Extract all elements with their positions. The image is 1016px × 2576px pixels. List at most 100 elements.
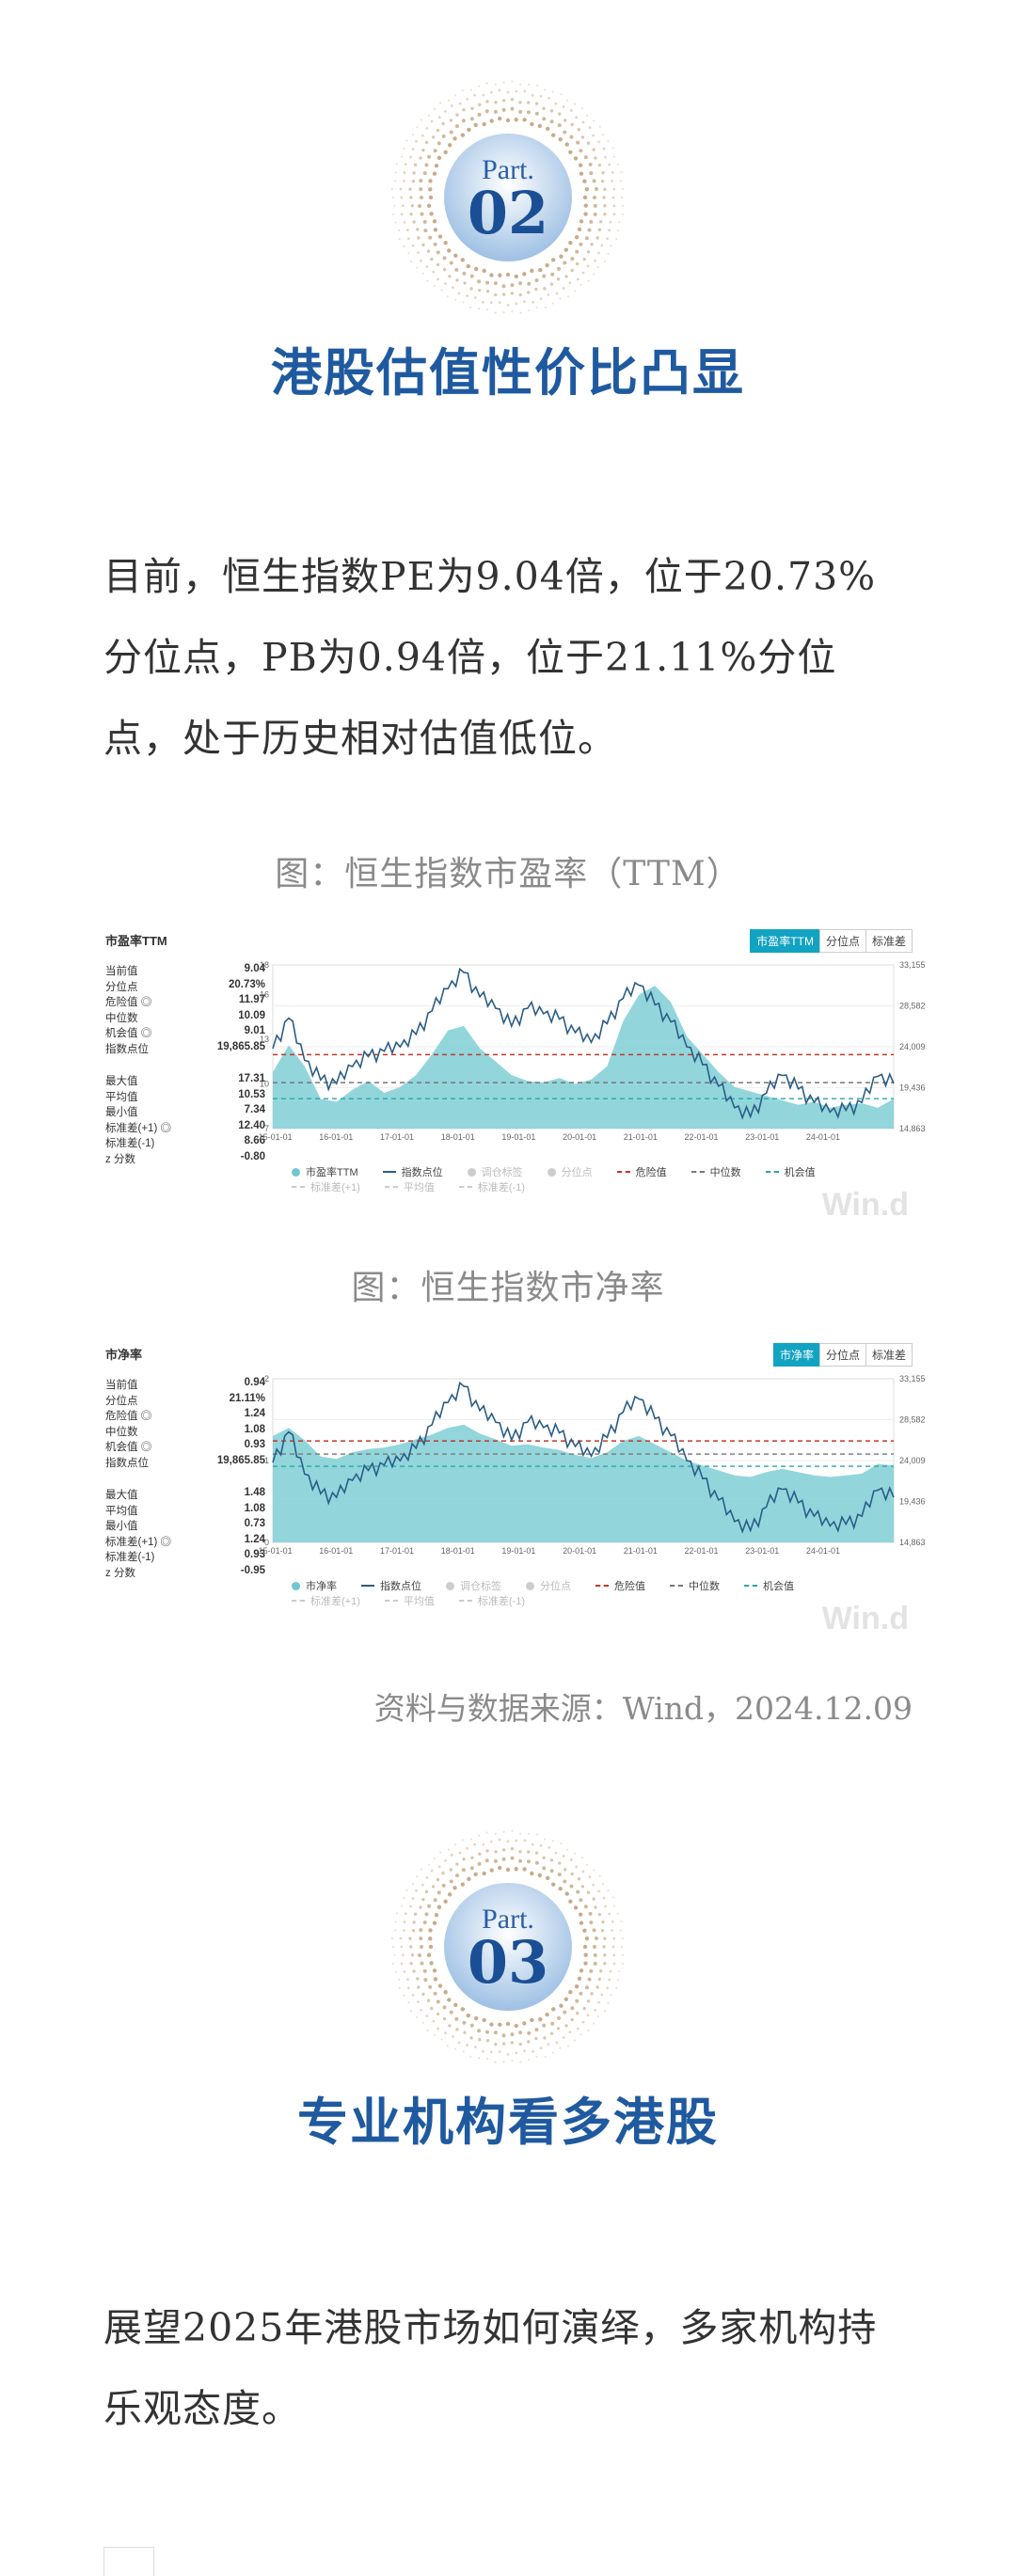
stat-row: 指数点位 19,865.85: [105, 1455, 265, 1471]
stat-label: 标准差(+1) ◎: [105, 1536, 171, 1548]
y-left-tick: 0: [264, 1538, 269, 1547]
x-tick: 18-01-01: [441, 1132, 475, 1142]
stat-value: 1.48: [244, 1487, 265, 1498]
part-number: 03: [467, 1928, 549, 1997]
legend-swatch-icon: [292, 1581, 300, 1590]
stat-value: 1.08: [244, 1502, 265, 1514]
legend-swatch-icon: [616, 1171, 630, 1173]
chart-legend: 市盈率TTM 指数点位 调仓标签 分位点 危险值 中位数 机会值标准差(+1) 平均值 标准差(…: [292, 1164, 913, 1194]
legend-item[interactable]: 机会值: [765, 1164, 816, 1179]
stat-label: 当前值: [105, 1380, 138, 1391]
x-tick: 16-01-01: [319, 1132, 353, 1142]
stat-row: 危险值 ◎ 11.97: [105, 994, 265, 1010]
chart-tab[interactable]: 分位点: [818, 929, 866, 953]
legend-swatch-icon: [670, 1585, 683, 1587]
stat-value: 7.34: [244, 1104, 265, 1115]
chart-title: 市盈率TTM: [105, 934, 167, 948]
legend-item[interactable]: 平均值: [384, 1179, 435, 1194]
stat-row: 当前值 0.94: [105, 1377, 265, 1393]
legend-label: 指数点位: [380, 1581, 421, 1592]
legend-item[interactable]: 标准差(-1): [458, 1179, 525, 1194]
legend-item[interactable]: 中位数: [691, 1164, 741, 1179]
stat-row: 指数点位 19,865.85: [105, 1041, 265, 1057]
x-tick: 19-01-01: [501, 1546, 535, 1556]
legend-item[interactable]: 市盈率TTM: [292, 1164, 358, 1179]
x-tick: 22-01-01: [685, 1546, 719, 1556]
legend-swatch-icon: [446, 1581, 454, 1590]
part-number: 02: [467, 179, 549, 247]
part-label: Part.: [482, 1904, 534, 1935]
legend-swatch-icon: [384, 1186, 398, 1188]
section-title: 港股估值性价比凸显: [271, 343, 745, 403]
chart-title: 市净率: [105, 1348, 143, 1362]
stat-row: 最大值 17.31: [105, 1073, 265, 1089]
dotted-ring-icon: [390, 1829, 625, 2063]
legend-item[interactable]: 标准差(-1): [458, 1593, 525, 1608]
stat-label: 危险值 ◎: [105, 1411, 152, 1422]
legend-item[interactable]: 调仓标签: [446, 1578, 501, 1593]
legend-swatch-icon: [458, 1600, 472, 1602]
legend-item[interactable]: 指数点位: [382, 1164, 443, 1179]
chart-legend: 市净率 指数点位 调仓标签 分位点 危险值 中位数 机会值标准差(+1) 平均值 标准差(-1): [292, 1578, 913, 1608]
legend-item[interactable]: 分位点: [526, 1578, 571, 1593]
stat-label: 指数点位: [105, 1457, 149, 1469]
chart-tab[interactable]: 市盈率TTM: [750, 929, 820, 953]
x-tick: 24-01-01: [806, 1132, 840, 1142]
plot-area: 7 10 13 16 18 14,863 19,436 24,009 28,582 33,155 1…: [259, 960, 926, 1142]
x-tick: 18-01-01: [441, 1546, 475, 1556]
legend-label: 平均值: [403, 1596, 435, 1607]
chart-tab[interactable]: 分位点: [818, 1343, 866, 1367]
chart-caption: 图：恒生指数市净率: [351, 1269, 665, 1307]
stat-value: 11.97: [238, 994, 265, 1005]
legend-label: 标准差(-1): [477, 1596, 525, 1607]
stat-label: 分位点: [105, 981, 138, 993]
x-tick: 17-01-01: [380, 1546, 414, 1556]
x-tick: 21-01-01: [624, 1546, 658, 1556]
x-tick: 19-01-01: [501, 1132, 535, 1142]
chart-tab[interactable]: 市净率: [772, 1343, 820, 1367]
legend-item[interactable]: 指数点位: [361, 1578, 421, 1593]
stat-label: 标准差(+1) ◎: [105, 1122, 171, 1134]
stat-row: 平均值 10.53: [105, 1089, 265, 1105]
chart-tab[interactable]: 标准差: [865, 1343, 913, 1367]
legend-item[interactable]: 标准差(+1): [292, 1179, 360, 1194]
legend-item[interactable]: 机会值: [744, 1578, 794, 1593]
chart-tabs: 市净率 分位点 标准差: [772, 1343, 913, 1367]
chart-tabs: 市盈率TTM 分位点 标准差: [750, 929, 913, 953]
legend-item[interactable]: 市净率: [292, 1578, 337, 1593]
part-badge-02: Part. 02: [386, 75, 630, 320]
legend-item[interactable]: 调仓标签: [467, 1164, 523, 1179]
legend-label: 调仓标签: [460, 1581, 501, 1592]
legend-item[interactable]: 危险值: [595, 1578, 645, 1593]
legend-label: 市盈率TTM: [306, 1167, 358, 1178]
legend-swatch-icon: [292, 1600, 305, 1602]
stat-value: 21.11%: [229, 1392, 265, 1404]
stat-value: 1.24: [244, 1408, 265, 1419]
stat-row: 标准差(+1) ◎ 1.24: [105, 1534, 265, 1550]
y-right-tick: 19,436: [899, 1497, 926, 1507]
legend-item[interactable]: 平均值: [384, 1593, 435, 1608]
legend-label: 标准差(-1): [477, 1182, 525, 1193]
y-left-tick: 16: [260, 990, 269, 1000]
x-tick: 15-01-01: [259, 1546, 293, 1556]
legend-label: 市净率: [306, 1581, 337, 1592]
legend-label: 机会值: [763, 1581, 794, 1592]
stats-panel: 当前值 9.04 分位点 20.73% 危险值 ◎ 11.97 中位数 10.09 机会值 ◎ 9…: [105, 963, 265, 1166]
stat-value: 0.94: [244, 1377, 265, 1388]
stat-row: 标准差(-1) 8.66: [105, 1135, 265, 1151]
stat-label: 中位数: [105, 1426, 138, 1438]
stat-label: 标准差(-1): [105, 1138, 155, 1149]
x-tick: 20-01-01: [563, 1132, 596, 1142]
stat-value: 8.66: [244, 1135, 265, 1146]
stat-row: 最小值 0.73: [105, 1518, 265, 1534]
legend-item[interactable]: 危险值: [616, 1164, 667, 1179]
legend-item[interactable]: 中位数: [670, 1578, 720, 1593]
legend-label: 平均值: [403, 1182, 435, 1193]
legend-item[interactable]: 标准差(+1): [292, 1593, 360, 1608]
chart-tab[interactable]: 标准差: [865, 929, 913, 953]
legend-item[interactable]: 分位点: [547, 1164, 593, 1179]
stat-row: 最小值 7.34: [105, 1104, 265, 1120]
stat-value: 12.40: [238, 1119, 265, 1131]
x-tick: 20-01-01: [563, 1546, 596, 1556]
stat-row: 标准差(+1) ◎ 12.40: [105, 1120, 265, 1136]
